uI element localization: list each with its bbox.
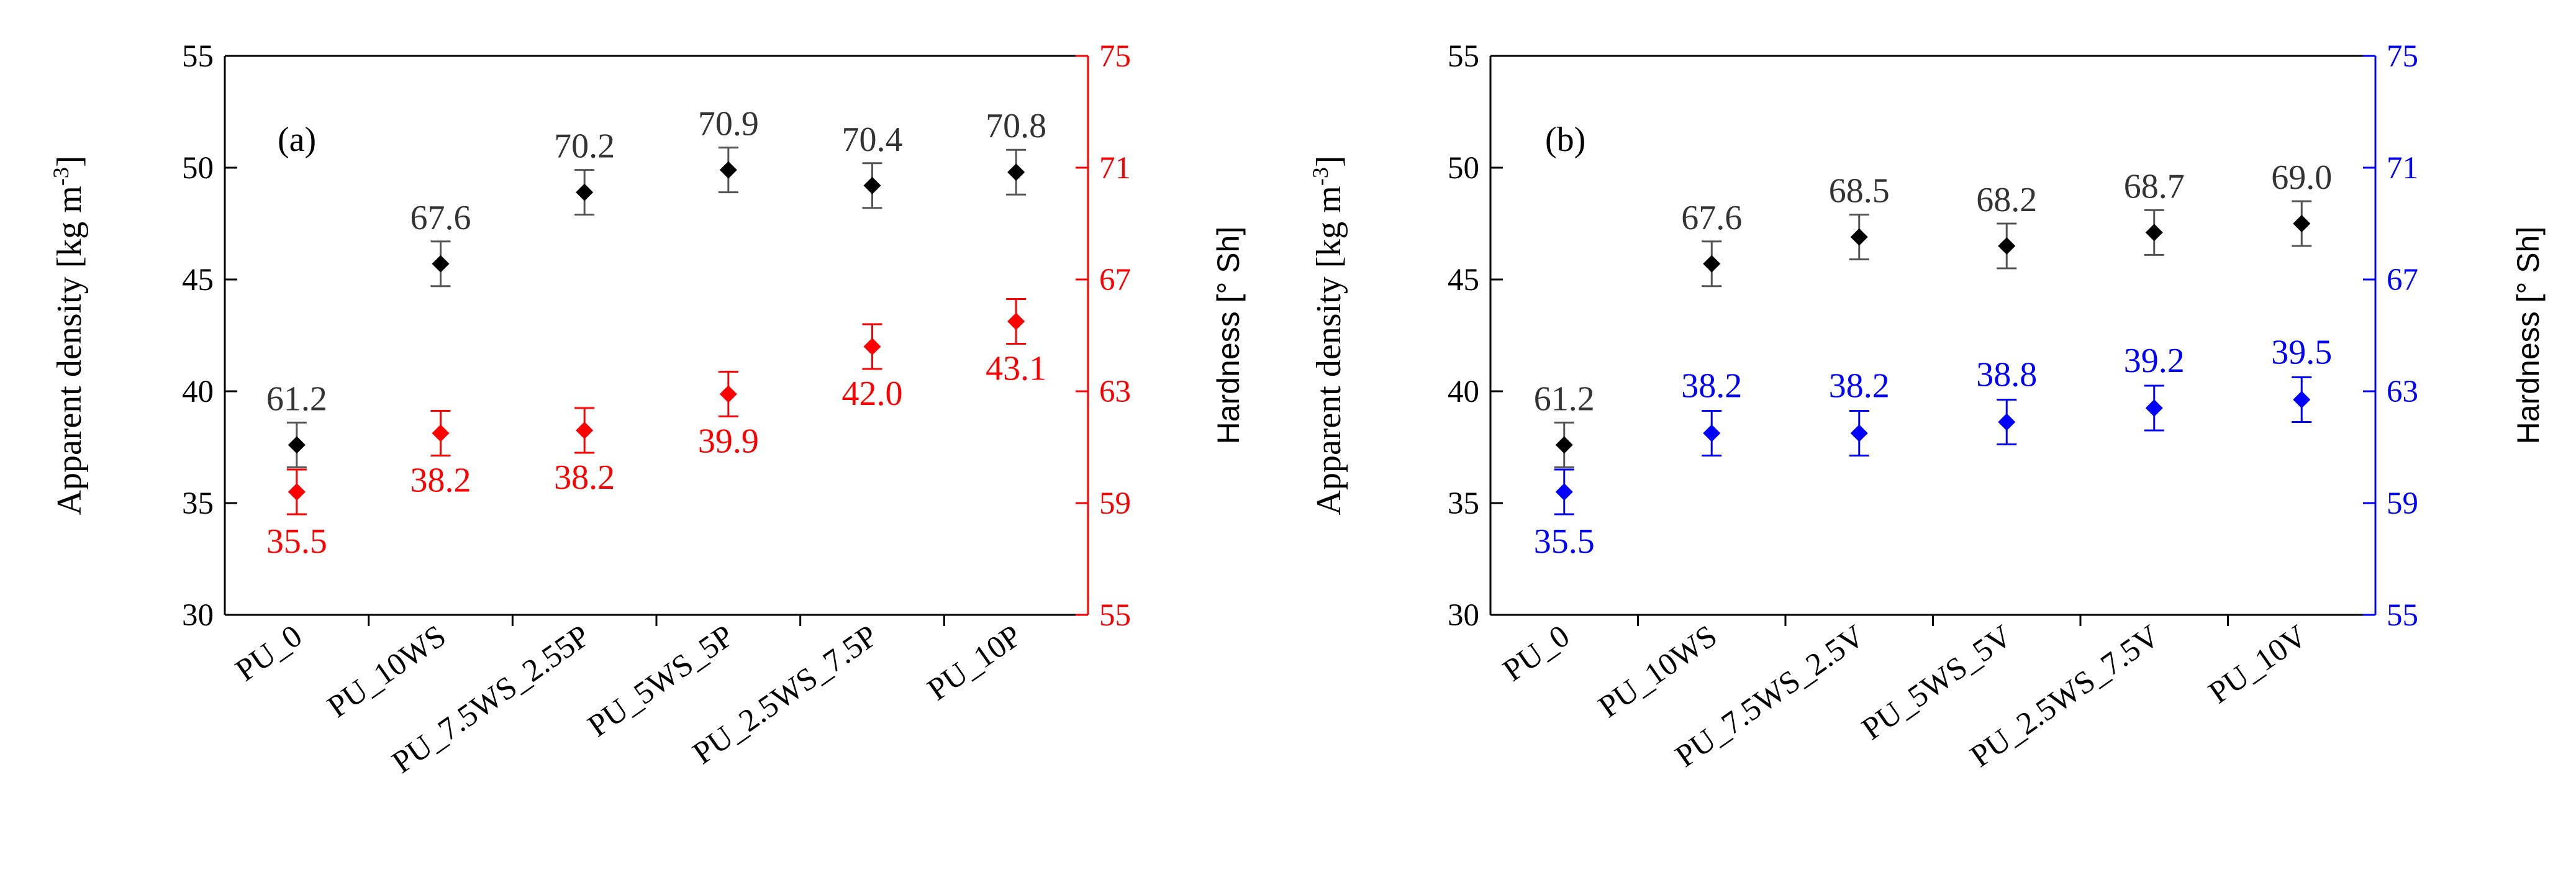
left-tick-label: 40 — [1448, 375, 1479, 409]
right-tick-label: 67 — [2387, 263, 2418, 297]
density-data-label: 70.4 — [842, 120, 903, 159]
density-marker — [1703, 255, 1721, 273]
right-tick-label: 59 — [2387, 486, 2418, 521]
density-marker — [719, 161, 737, 179]
hardness-data-label: 35.5 — [1534, 522, 1595, 561]
density-data-label: 61.2 — [1534, 379, 1595, 418]
ylabel-right-a: Hardness [° Sh] — [1211, 227, 1246, 445]
right-tick-label: 59 — [1099, 486, 1131, 521]
x-tick-label: PU_0 — [1497, 619, 1576, 689]
left-tick-label: 45 — [1448, 263, 1479, 297]
density-data-label: 69.0 — [2271, 158, 2332, 197]
density-data-label: 61.2 — [266, 379, 327, 418]
x-tick-label: PU_10WS — [322, 619, 453, 725]
hardness-data-label: 42.0 — [842, 375, 903, 413]
right-tick-label: 71 — [2387, 151, 2418, 186]
left-tick-label: 40 — [182, 375, 214, 409]
density-marker — [432, 255, 450, 273]
chart-panel-b: Apparent density [kg m-3] Hardness [° Sh… — [1308, 39, 2546, 774]
hardness-marker — [576, 422, 594, 439]
hardness-data-label: 39.5 — [2271, 334, 2332, 372]
density-marker — [1998, 237, 2016, 255]
left-tick-label: 55 — [182, 39, 214, 74]
hardness-marker — [1850, 424, 1868, 442]
hardness-marker — [2293, 391, 2311, 409]
hardness-marker — [1555, 483, 1573, 501]
hardness-marker — [1998, 413, 2016, 431]
density-data-label: 70.9 — [698, 105, 759, 143]
ylabel-left-b: Apparent density [kg m-3] — [1308, 156, 1348, 515]
right-tick-label: 67 — [1099, 263, 1131, 297]
density-data-label: 67.6 — [1681, 199, 1742, 237]
density-data-label: 70.2 — [554, 127, 615, 166]
right-tick-label: 71 — [1099, 151, 1131, 186]
hardness-data-label: 43.1 — [986, 350, 1046, 388]
left-tick-label: 50 — [1448, 151, 1479, 186]
hardness-data-label: 38.2 — [554, 458, 615, 497]
ylabel-left-a: Apparent density [kg m-3] — [48, 156, 89, 515]
density-marker — [1850, 228, 1868, 246]
density-data-label: 70.8 — [986, 107, 1046, 145]
density-data-label: 68.2 — [1976, 181, 2037, 219]
density-data-label: 67.6 — [410, 199, 471, 237]
hardness-marker — [2145, 399, 2163, 417]
density-marker — [1555, 436, 1573, 454]
panel-label-a: (a) — [278, 120, 316, 159]
hardness-data-label: 39.2 — [2124, 342, 2185, 380]
hardness-marker — [863, 338, 881, 355]
density-marker — [576, 183, 594, 201]
panel-label-b: (b) — [1545, 120, 1585, 159]
density-marker — [288, 436, 306, 454]
right-tick-label: 55 — [1099, 598, 1131, 633]
x-tick-label: PU_0 — [229, 619, 308, 689]
hardness-data-label: 38.2 — [1681, 367, 1742, 406]
right-tick-label: 75 — [1099, 39, 1131, 74]
hardness-data-label: 35.5 — [266, 522, 327, 561]
hardness-marker — [1703, 424, 1721, 442]
x-tick-label: PU_10V — [2203, 619, 2313, 711]
density-marker — [2145, 224, 2163, 242]
density-marker — [863, 176, 881, 194]
hardness-data-label: 38.2 — [410, 461, 471, 500]
left-tick-label: 50 — [182, 151, 214, 186]
left-tick-label: 45 — [182, 263, 214, 297]
x-tick-label: PU_10WS — [1592, 619, 1723, 725]
chart-panel-a: Apparent density [kg m-3] Hardness [° Sh… — [48, 39, 1246, 780]
right-tick-label: 63 — [1099, 375, 1131, 409]
ylabel-right-b: Hardness [° Sh] — [2511, 227, 2546, 445]
left-tick-label: 30 — [182, 598, 214, 633]
density-marker — [1007, 163, 1025, 181]
left-tick-label: 35 — [1448, 486, 1479, 521]
left-tick-label: 30 — [1448, 598, 1479, 633]
hardness-marker — [288, 483, 306, 501]
hardness-data-label: 38.8 — [1976, 356, 2037, 394]
x-tick-label: PU_10P — [922, 619, 1028, 707]
hardness-data-label: 38.2 — [1829, 367, 1890, 406]
hardness-marker — [1007, 312, 1025, 330]
hardness-marker — [432, 424, 450, 442]
hardness-marker — [719, 385, 737, 403]
hardness-data-label: 39.9 — [698, 422, 759, 461]
density-data-label: 68.7 — [2124, 167, 2185, 206]
right-tick-label: 55 — [2387, 598, 2418, 633]
left-tick-label: 35 — [182, 486, 214, 521]
left-tick-label: 55 — [1448, 39, 1479, 74]
right-tick-label: 63 — [2387, 375, 2418, 409]
density-data-label: 68.5 — [1829, 172, 1890, 211]
right-tick-label: 75 — [2387, 39, 2418, 74]
density-marker — [2293, 215, 2311, 232]
